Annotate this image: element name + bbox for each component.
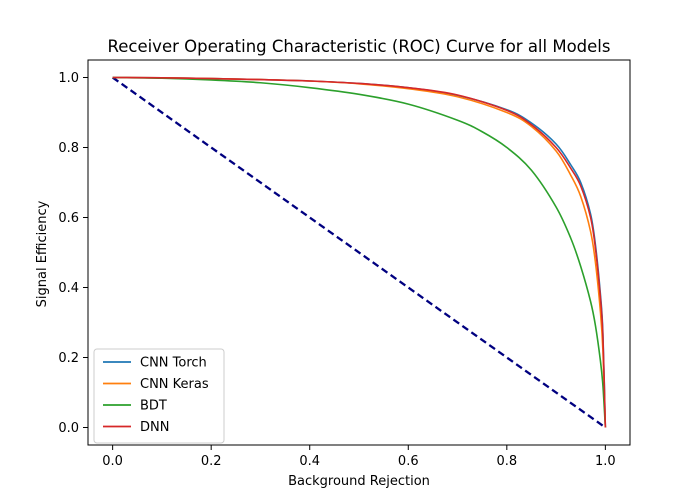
x-tick-label: 1.0 xyxy=(595,454,616,469)
series-line-dnn xyxy=(112,76,607,428)
axes-frame xyxy=(87,59,631,446)
legend-label: CNN Torch xyxy=(140,356,207,371)
x-tick-label: 0.6 xyxy=(398,454,419,469)
y-tick-label: 0.0 xyxy=(58,421,79,436)
y-tick-label: 0.8 xyxy=(58,141,79,156)
x-tick-label: 0.4 xyxy=(299,454,320,469)
plot-area: 0.0 0.2 0.4 0.6 0.8 1.0 0.0 0.2 0.4 0.6 0.8 1.0 CNN … xyxy=(58,59,631,469)
y-tick-label: 0.6 xyxy=(58,211,79,226)
legend: CNN Torch CNN Keras BDT DNN xyxy=(93,348,225,444)
reference-diagonal-line xyxy=(111,76,607,429)
y-tick-label: 1.0 xyxy=(58,71,79,86)
legend-box xyxy=(93,348,225,444)
x-tick-label: 0.2 xyxy=(201,454,222,469)
y-axis-label: Signal Efficiency xyxy=(35,200,50,307)
chart-title: Receiver Operating Characteristic (ROC) … xyxy=(108,37,611,56)
legend-label: BDT xyxy=(140,399,167,414)
x-tick-label: 0.8 xyxy=(496,454,517,469)
y-tick-label: 0.2 xyxy=(58,351,79,366)
y-tick-label: 0.4 xyxy=(58,281,79,296)
series-line-bdt xyxy=(112,76,607,428)
legend-label: CNN Keras xyxy=(140,377,209,392)
x-tick-label: 0.0 xyxy=(102,454,123,469)
legend-label: DNN xyxy=(140,420,169,435)
x-axis-label: Background Rejection xyxy=(288,474,430,489)
